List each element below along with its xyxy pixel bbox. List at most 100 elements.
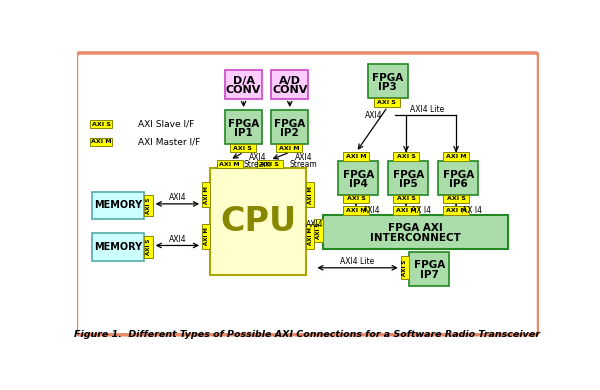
Text: AXI Master I/F: AXI Master I/F [138, 137, 200, 146]
Text: AXI4: AXI4 [295, 153, 313, 162]
Text: FPGA: FPGA [413, 261, 445, 271]
FancyBboxPatch shape [374, 98, 400, 107]
Text: AXI4: AXI4 [362, 206, 380, 214]
Text: AXI S: AXI S [146, 239, 151, 255]
Text: AXI4: AXI4 [305, 220, 323, 229]
FancyBboxPatch shape [225, 70, 262, 99]
Text: AXI S: AXI S [92, 122, 110, 127]
Text: IP7: IP7 [420, 270, 439, 280]
Text: CPU: CPU [220, 205, 296, 238]
Text: AXI M: AXI M [396, 208, 416, 213]
Text: IP3: IP3 [378, 82, 397, 92]
Text: AXI S: AXI S [316, 223, 321, 239]
FancyBboxPatch shape [409, 252, 449, 285]
Text: AXI S: AXI S [260, 162, 279, 167]
Text: Stream: Stream [244, 160, 271, 169]
FancyBboxPatch shape [314, 219, 323, 242]
Text: Figure 1.  Different Types of Possible AXI Connections for a Software Radio Tran: Figure 1. Different Types of Possible AX… [74, 330, 541, 339]
FancyBboxPatch shape [368, 64, 407, 98]
Text: AXI M: AXI M [279, 145, 299, 151]
Text: AXI S: AXI S [403, 260, 407, 276]
FancyBboxPatch shape [217, 160, 243, 168]
Text: AXI S: AXI S [397, 197, 415, 201]
FancyBboxPatch shape [443, 195, 469, 203]
Text: FPGA: FPGA [228, 119, 259, 129]
Text: FPGA: FPGA [343, 170, 374, 180]
FancyBboxPatch shape [401, 256, 409, 279]
FancyBboxPatch shape [276, 144, 302, 152]
FancyBboxPatch shape [144, 195, 153, 216]
FancyBboxPatch shape [388, 161, 428, 195]
Text: AXI M: AXI M [308, 186, 313, 204]
FancyBboxPatch shape [343, 152, 369, 161]
Text: AXI S: AXI S [377, 100, 396, 105]
Text: AXI4: AXI4 [169, 235, 186, 244]
FancyBboxPatch shape [343, 195, 369, 203]
FancyBboxPatch shape [202, 224, 211, 248]
FancyBboxPatch shape [202, 182, 211, 207]
Text: IP2: IP2 [280, 128, 299, 138]
Text: AXI M: AXI M [204, 227, 209, 245]
Text: AXI4: AXI4 [169, 193, 186, 202]
FancyBboxPatch shape [91, 120, 112, 128]
Text: AX I4: AX I4 [461, 206, 482, 214]
Text: AXI M: AXI M [308, 227, 313, 245]
FancyBboxPatch shape [91, 138, 112, 146]
FancyBboxPatch shape [439, 161, 478, 195]
FancyBboxPatch shape [393, 152, 419, 161]
Text: AXI Slave I/F: AXI Slave I/F [138, 120, 194, 129]
Text: MEMORY: MEMORY [94, 242, 142, 252]
Text: IP1: IP1 [234, 128, 253, 138]
Text: AXI4 Lite: AXI4 Lite [340, 257, 374, 266]
FancyBboxPatch shape [144, 236, 153, 258]
FancyBboxPatch shape [306, 224, 314, 248]
Text: FPGA AXI: FPGA AXI [388, 223, 443, 233]
Text: IP6: IP6 [449, 179, 468, 189]
Text: AX I4: AX I4 [412, 206, 431, 214]
FancyBboxPatch shape [323, 215, 508, 248]
FancyBboxPatch shape [343, 206, 369, 214]
Text: CONV: CONV [272, 85, 307, 95]
Text: IP4: IP4 [349, 179, 368, 189]
Text: A/D: A/D [279, 76, 301, 87]
Text: AXI M: AXI M [204, 186, 209, 204]
FancyBboxPatch shape [211, 168, 306, 275]
Text: IP5: IP5 [399, 179, 418, 189]
Text: FPGA: FPGA [393, 170, 424, 180]
Text: AXI M: AXI M [220, 162, 240, 167]
FancyBboxPatch shape [77, 53, 539, 335]
FancyBboxPatch shape [393, 195, 419, 203]
Text: AXI M: AXI M [346, 208, 367, 213]
Text: AXI S: AXI S [347, 197, 365, 201]
Text: AXI S: AXI S [397, 154, 415, 159]
Text: FPGA: FPGA [443, 170, 474, 180]
FancyBboxPatch shape [271, 110, 308, 144]
FancyBboxPatch shape [393, 206, 419, 214]
Text: AXI M: AXI M [91, 139, 112, 144]
Text: INTERCONNECT: INTERCONNECT [370, 233, 461, 243]
Text: AXI S: AXI S [446, 197, 466, 201]
Text: AXI M: AXI M [346, 154, 367, 159]
FancyBboxPatch shape [92, 233, 144, 261]
Text: AXI M: AXI M [446, 154, 466, 159]
FancyBboxPatch shape [443, 206, 469, 214]
Text: CONV: CONV [226, 85, 261, 95]
FancyBboxPatch shape [230, 144, 256, 152]
FancyBboxPatch shape [257, 160, 283, 168]
FancyBboxPatch shape [306, 182, 314, 207]
FancyBboxPatch shape [225, 110, 262, 144]
FancyBboxPatch shape [443, 152, 469, 161]
Text: D/A: D/A [233, 76, 254, 87]
Text: AXI S: AXI S [233, 145, 252, 151]
Text: MEMORY: MEMORY [94, 200, 142, 211]
Text: AXI4 Lite: AXI4 Lite [410, 105, 445, 114]
Text: AXI4: AXI4 [365, 111, 383, 120]
Text: FPGA: FPGA [372, 73, 403, 83]
FancyBboxPatch shape [338, 161, 379, 195]
Text: AXI S: AXI S [146, 197, 151, 214]
Text: Stream: Stream [290, 160, 317, 169]
FancyBboxPatch shape [92, 191, 144, 219]
Text: AXI M: AXI M [446, 208, 466, 213]
FancyBboxPatch shape [271, 70, 308, 99]
Text: FPGA: FPGA [274, 119, 305, 129]
